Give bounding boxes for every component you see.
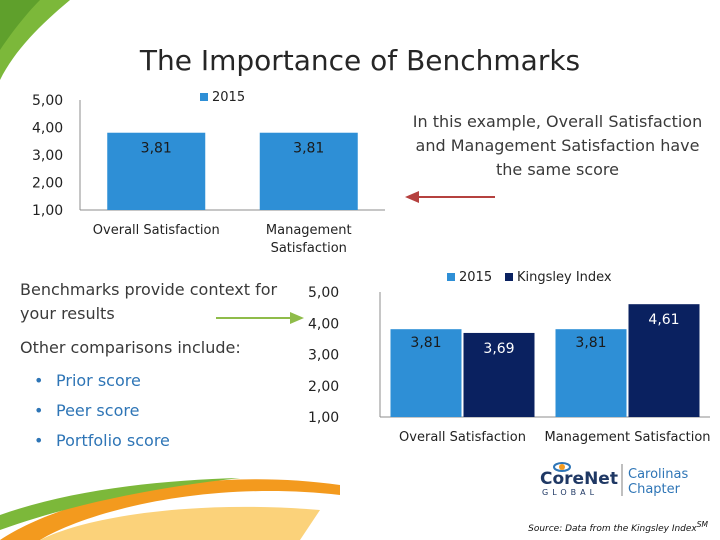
legend-swatch bbox=[505, 273, 513, 281]
list-item: • Prior score bbox=[20, 366, 290, 396]
logo-chapter-line2: Chapter bbox=[628, 482, 681, 497]
data-label: 3,81 bbox=[141, 141, 172, 157]
comparison-list: • Prior score • Peer score • Portfolio scor… bbox=[20, 366, 290, 456]
logo-main-text: CoreNet bbox=[540, 469, 618, 489]
green-arrow-icon bbox=[216, 312, 304, 324]
y-tick-label: 3,00 bbox=[32, 148, 63, 164]
y-tick-label: 4,00 bbox=[32, 121, 63, 137]
bullet-icon: • bbox=[34, 431, 44, 450]
y-tick-label: 2,00 bbox=[308, 379, 339, 395]
bullet-icon: • bbox=[34, 371, 44, 390]
x-category-label: Overall Satisfaction bbox=[93, 223, 220, 238]
bar bbox=[390, 329, 462, 417]
y-tick-label: 4,00 bbox=[308, 316, 339, 332]
legend-label: Kingsley Index bbox=[517, 270, 612, 285]
bar bbox=[259, 132, 358, 210]
benchmarks-text: Benchmarks provide context for your resu… bbox=[20, 280, 278, 323]
page-title: The Importance of Benchmarks bbox=[139, 44, 581, 77]
red-arrow-icon bbox=[405, 191, 495, 203]
x-category-label: Management bbox=[266, 223, 352, 238]
y-tick-label: 1,00 bbox=[308, 410, 339, 426]
logo-chapter-line1: Carolinas bbox=[628, 467, 688, 482]
chart-2015-only: 1,00 2,00 3,00 4,00 5,00 3,81 Overall Satisfac… bbox=[32, 90, 385, 256]
bar bbox=[555, 329, 627, 417]
bullet-icon: • bbox=[34, 401, 44, 420]
y-tick-label: 1,00 bbox=[32, 203, 63, 219]
x-category-label: Overall Satisfaction bbox=[399, 430, 526, 445]
bar bbox=[628, 304, 700, 417]
list-item: • Portfolio score bbox=[20, 426, 290, 456]
bar bbox=[463, 332, 535, 417]
legend-label: 2015 bbox=[212, 90, 245, 105]
data-label: 3,81 bbox=[410, 335, 441, 351]
comparisons-text: Other comparisons include: bbox=[20, 338, 241, 357]
list-item: • Peer score bbox=[20, 396, 290, 426]
legend-swatch bbox=[200, 93, 208, 101]
example-note: In this example, Overall Satisfaction an… bbox=[412, 112, 703, 179]
bar bbox=[107, 132, 206, 210]
y-tick-label: 5,00 bbox=[308, 285, 339, 301]
y-tick-label: 5,00 bbox=[32, 93, 63, 109]
data-label: 3,81 bbox=[293, 141, 324, 157]
decorative-swoosh-top-left bbox=[0, 0, 70, 80]
decorative-swoosh-bottom-left bbox=[0, 478, 340, 540]
chart-2015-vs-kingsley: 1,00 2,00 3,00 4,00 5,00 3,81 3,69 Overall Sati… bbox=[308, 270, 711, 445]
data-label: 4,61 bbox=[648, 312, 679, 328]
legend-swatch bbox=[447, 273, 455, 281]
body-text: Benchmarks provide context for your resu… bbox=[20, 278, 290, 456]
source-note: Source: Data from the Kingsley IndexSM bbox=[528, 520, 708, 534]
x-category-label: Management Satisfaction bbox=[544, 430, 710, 445]
x-category-label: Satisfaction bbox=[271, 241, 347, 256]
y-tick-label: 3,00 bbox=[308, 348, 339, 364]
y-tick-label: 2,00 bbox=[32, 176, 63, 192]
corenet-logo-graphic: CoreNet GLOBAL Carolinas Chapter bbox=[540, 462, 688, 497]
legend-label: 2015 bbox=[459, 270, 492, 285]
logo-sub-text: GLOBAL bbox=[542, 488, 598, 497]
data-label: 3,69 bbox=[483, 341, 514, 357]
corenet-logo: CoreNet GLOBAL Carolinas Chapter bbox=[540, 462, 710, 498]
data-label: 3,81 bbox=[575, 335, 606, 351]
